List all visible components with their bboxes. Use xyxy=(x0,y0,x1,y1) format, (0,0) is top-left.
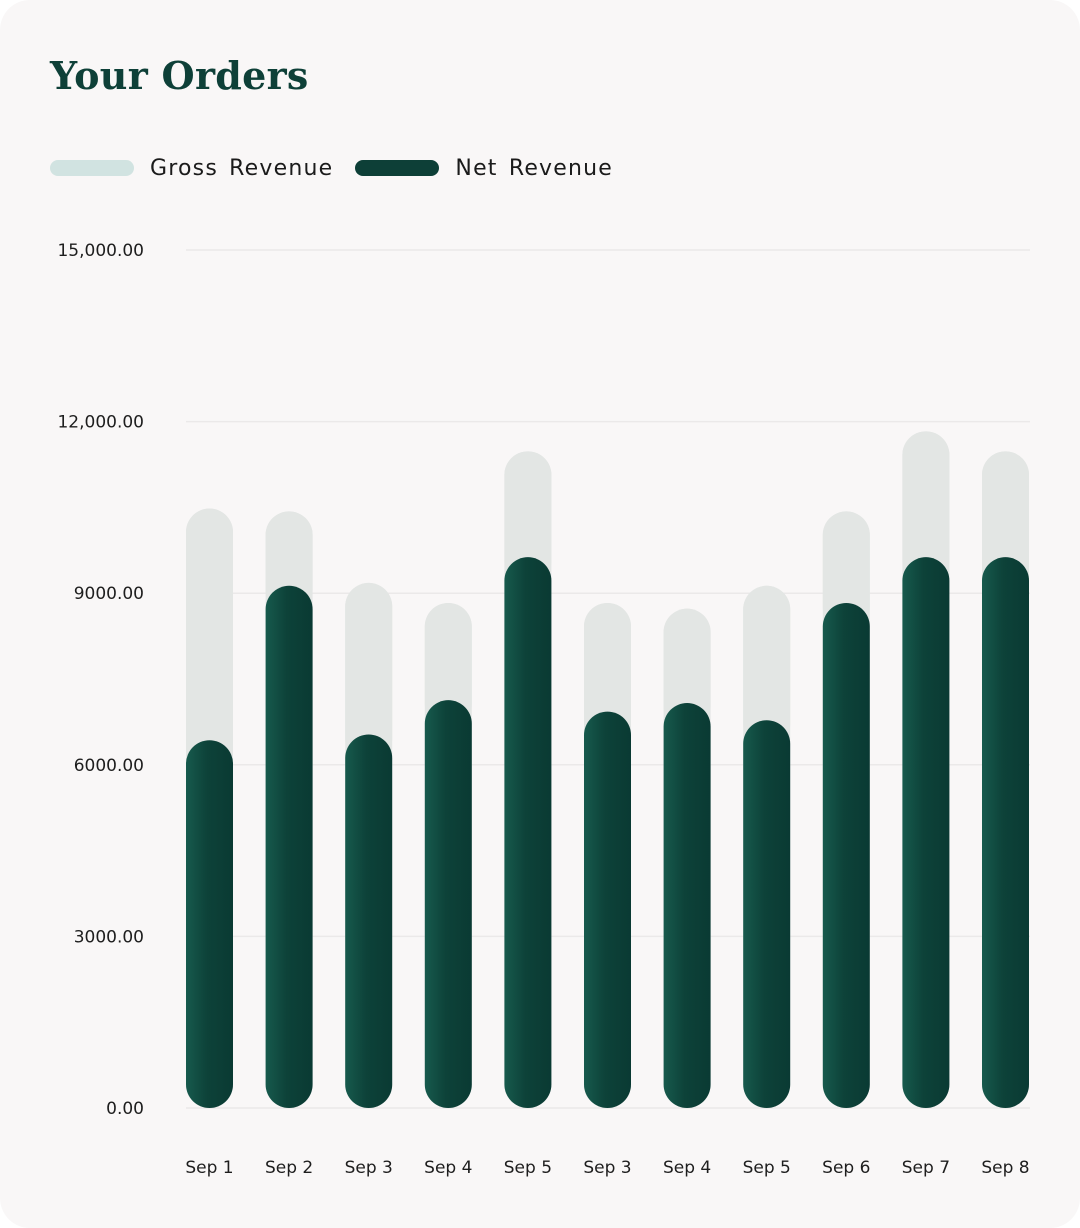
bar-group[interactable] xyxy=(663,608,711,1108)
x-category-label: Sep 7 xyxy=(902,1158,950,1178)
bar-group[interactable] xyxy=(504,451,552,1108)
bar-group[interactable] xyxy=(982,451,1029,1108)
net-revenue-bar[interactable] xyxy=(265,585,313,1108)
y-tick-label: 0.00 xyxy=(106,1099,144,1119)
net-revenue-bar[interactable] xyxy=(584,711,631,1108)
bar-group[interactable] xyxy=(186,508,233,1108)
y-tick-label: 9000.00 xyxy=(74,584,144,604)
net-revenue-bar[interactable] xyxy=(743,720,791,1108)
bar-group[interactable] xyxy=(743,585,791,1108)
y-tick-label: 3000.00 xyxy=(74,927,144,947)
y-tick-label: 15,000.00 xyxy=(57,241,144,261)
x-category-label: Sep 3 xyxy=(583,1158,631,1178)
net-revenue-bar[interactable] xyxy=(902,557,950,1108)
gross-revenue-cap xyxy=(584,602,631,740)
bar-group[interactable] xyxy=(822,511,870,1108)
gross-revenue-cap xyxy=(186,508,233,768)
x-category-label: Sep 5 xyxy=(743,1158,791,1178)
y-axis-ticks: 0.00 3000.00 6000.00 9000.00 12,000.00 15,000… xyxy=(57,241,144,1119)
y-tick-label: 12,000.00 xyxy=(57,413,144,433)
legend-swatch-net-revenue xyxy=(355,160,440,176)
bar-group[interactable] xyxy=(265,511,313,1108)
legend-label-net-revenue: Net Revenue xyxy=(455,155,614,181)
net-revenue-bar[interactable] xyxy=(504,557,552,1108)
x-category-label: Sep 4 xyxy=(663,1158,711,1178)
net-revenue-bar[interactable] xyxy=(186,740,233,1108)
gross-revenue-cap xyxy=(822,511,870,631)
net-revenue-bar[interactable] xyxy=(424,700,472,1108)
gross-revenue-cap xyxy=(663,608,711,731)
gross-revenue-cap xyxy=(424,602,472,728)
chart-title: Your Orders xyxy=(50,53,309,98)
x-category-label: Sep 8 xyxy=(981,1158,1029,1178)
net-revenue-bar[interactable] xyxy=(345,734,393,1109)
bar-group[interactable] xyxy=(424,602,472,1108)
gross-revenue-cap xyxy=(982,451,1029,585)
bar-group[interactable] xyxy=(902,431,950,1109)
net-revenue-bar[interactable] xyxy=(982,557,1029,1108)
bar-group[interactable] xyxy=(345,582,393,1109)
x-axis-categories: Sep 1 Sep 2 Sep 3 Sep 4 Sep 5 Sep 3 Sep 4 Sep 5… xyxy=(185,1158,1029,1178)
x-category-label: Sep 4 xyxy=(424,1158,472,1178)
legend-swatch-gross-revenue xyxy=(50,160,134,176)
legend-label-gross-revenue: Gross Revenue xyxy=(150,155,334,181)
x-category-label: Sep 1 xyxy=(185,1158,233,1178)
gross-revenue-cap xyxy=(345,582,393,762)
x-category-label: Sep 6 xyxy=(822,1158,870,1178)
legend-item-gross-revenue[interactable]: Gross Revenue xyxy=(50,156,333,181)
y-tick-label: 6000.00 xyxy=(74,756,144,776)
x-category-label: Sep 3 xyxy=(345,1158,393,1178)
chart-legend: Gross Revenue Net Revenue xyxy=(50,150,635,186)
bar-group[interactable] xyxy=(584,602,631,1108)
gross-revenue-cap xyxy=(265,511,313,614)
bars xyxy=(186,431,1029,1109)
gross-revenue-cap xyxy=(743,585,791,748)
legend-item-net-revenue[interactable]: Net Revenue xyxy=(355,156,613,181)
x-category-label: Sep 5 xyxy=(504,1158,552,1178)
gross-revenue-cap xyxy=(504,451,552,585)
net-revenue-bar[interactable] xyxy=(822,602,870,1108)
gross-revenue-cap xyxy=(902,431,950,585)
x-category-label: Sep 2 xyxy=(265,1158,313,1178)
net-revenue-bar[interactable] xyxy=(663,703,711,1108)
